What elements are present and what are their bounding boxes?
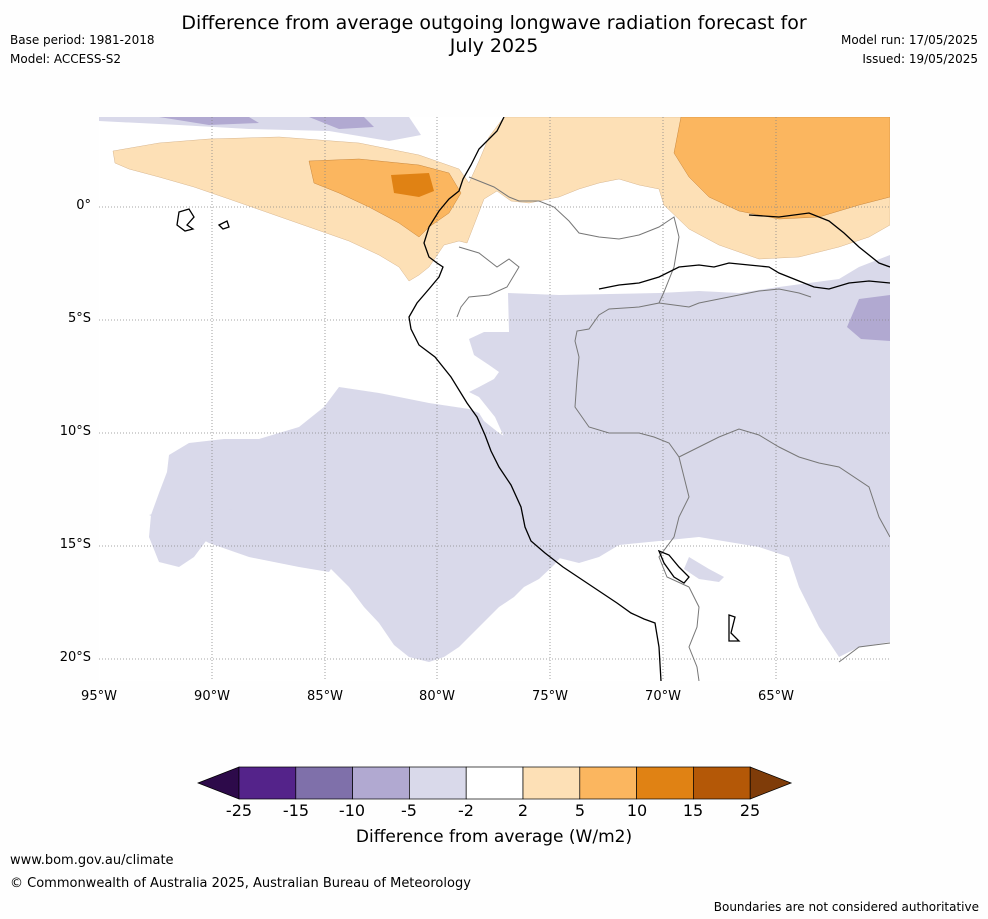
lon-label-65w: 65°W (758, 689, 794, 704)
colorbar-tick: -15 (282, 801, 310, 820)
colorbar-tick: 25 (739, 801, 761, 820)
colorbar-tick: -5 (401, 801, 417, 820)
colorbar-tick: 10 (626, 801, 648, 820)
lon-label-80w: 80°W (419, 689, 455, 704)
colorbar-label: Difference from average (W/m2) (355, 827, 633, 847)
issued-label: Issued: 19/05/2025 (862, 52, 978, 66)
title-line-2: July 2025 (449, 35, 539, 57)
lat-label-15s: 15°S (59, 537, 91, 552)
strong-positive-shading (391, 173, 434, 197)
colorbar-tick: -10 (338, 801, 366, 820)
base-period-label: Base period: 1981-2018 (10, 33, 155, 47)
disclaimer-text: Boundaries are not considered authoritat… (713, 900, 979, 914)
colorbar-tick: 5 (574, 801, 586, 820)
colorbar (197, 766, 793, 800)
map-panel (99, 117, 890, 681)
colorbar-extend-low (197, 766, 240, 800)
colorbar-tick: 2 (517, 801, 529, 820)
negative-anomaly-shading (99, 117, 890, 662)
coastline (176, 117, 890, 681)
lon-label-90w: 90°W (194, 689, 230, 704)
colorbar-tick: -25 (225, 801, 253, 820)
copyright-text: © Commonwealth of Australia 2025, Austra… (10, 876, 471, 891)
lat-label-10s: 10°S (59, 424, 91, 439)
lat-label-0: 0° (76, 198, 91, 213)
website-link[interactable]: www.bom.gov.au/climate (10, 853, 174, 868)
lon-label-70w: 70°W (645, 689, 681, 704)
colorbar-segment (465, 766, 524, 800)
lat-label-20s: 20°S (59, 650, 91, 665)
colorbar-tick: 15 (682, 801, 704, 820)
colorbar-segment (693, 766, 751, 800)
colorbar-segment (522, 766, 581, 800)
model-label: Model: ACCESS-S2 (10, 52, 122, 66)
lon-label-85w: 85°W (307, 689, 343, 704)
colorbar-tick: -2 (458, 801, 474, 820)
lat-label-5s: 5°S (67, 311, 91, 326)
colorbar-segment (295, 766, 353, 800)
colorbar-segment (409, 766, 467, 800)
colorbar-segment (238, 766, 297, 800)
lon-label-95w: 95°W (81, 689, 117, 704)
colorbar-segment (579, 766, 637, 800)
lon-label-75w: 75°W (532, 689, 568, 704)
colorbar-segment (636, 766, 694, 800)
colorbar-segment (352, 766, 410, 800)
graticule (99, 117, 890, 681)
map-canvas (99, 117, 890, 681)
colorbar-extend-high (749, 766, 793, 800)
chart-title: Difference from average outgoing longwav… (0, 12, 988, 58)
country-borders (456, 176, 890, 681)
title-line-1: Difference from average outgoing longwav… (181, 12, 807, 34)
model-run-label: Model run: 17/05/2025 (840, 33, 978, 47)
